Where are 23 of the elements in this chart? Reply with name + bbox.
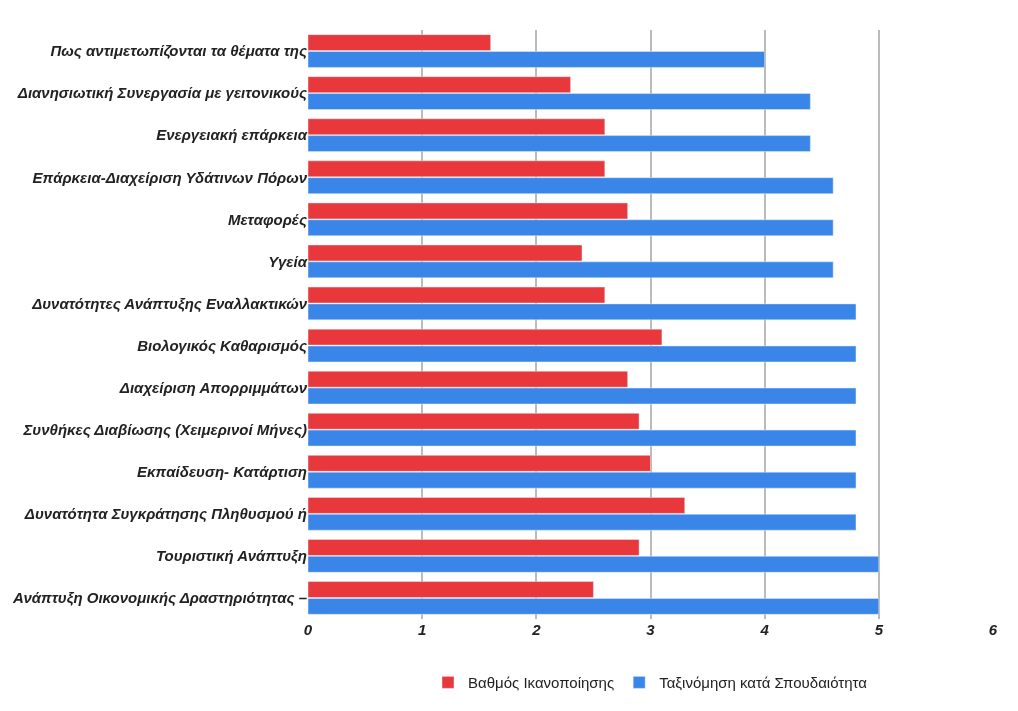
y-tick-label: Πως αντιμετωπίζονται τα θέματα της: [50, 42, 308, 60]
y-tick-label: Δυνατότητα Συγκράτησης Πληθυσμού ή: [23, 505, 307, 523]
y-tick-label: Εκπαίδευση- Κατάρτιση: [137, 463, 307, 480]
y-tick-label: Συνθήκες Διαβίωσης (Χειμερινοί Μήνες): [22, 420, 307, 438]
x-tick-label: 6: [988, 621, 998, 638]
y-tick-label: Δυνατότητες Ανάπτυξης Εναλλακτικών: [31, 294, 308, 312]
x-tick-label: 0: [303, 621, 313, 638]
legend-label: Ταξινόμηση κατά Σπουδαιότητα: [659, 674, 868, 692]
y-tick-label: Διαχείριση Απορριμμάτων: [118, 378, 308, 396]
y-tick-label: Βιολογικός Καθαρισμός: [137, 336, 308, 354]
legend-label: Βαθμός Ικανοποίησης: [468, 674, 615, 692]
y-tick-label: Διανησιωτική Συνεργασία με γειτονικούς: [16, 84, 307, 102]
y-tick-label: Τουριστική Ανάπτυξη: [155, 547, 307, 565]
y-tick-label: Μεταφορές: [227, 210, 307, 228]
x-tick-label: 5: [874, 621, 884, 638]
x-tick-label: 2: [531, 621, 542, 638]
y-tick-label: Ανάπτυξη Οικονομικής Δραστηριότητας –: [11, 589, 307, 607]
x-tick-label: 3: [646, 621, 656, 638]
y-tick-label: Υγεία: [268, 252, 308, 270]
x-tick-label: 4: [759, 621, 770, 638]
y-tick-label: Ενεργειακή επάρκεια: [156, 126, 308, 144]
x-tick-label: 1: [418, 621, 427, 638]
y-tick-label: Επάρκεια-Διαχείριση Υδάτινων Πόρων: [32, 168, 308, 186]
